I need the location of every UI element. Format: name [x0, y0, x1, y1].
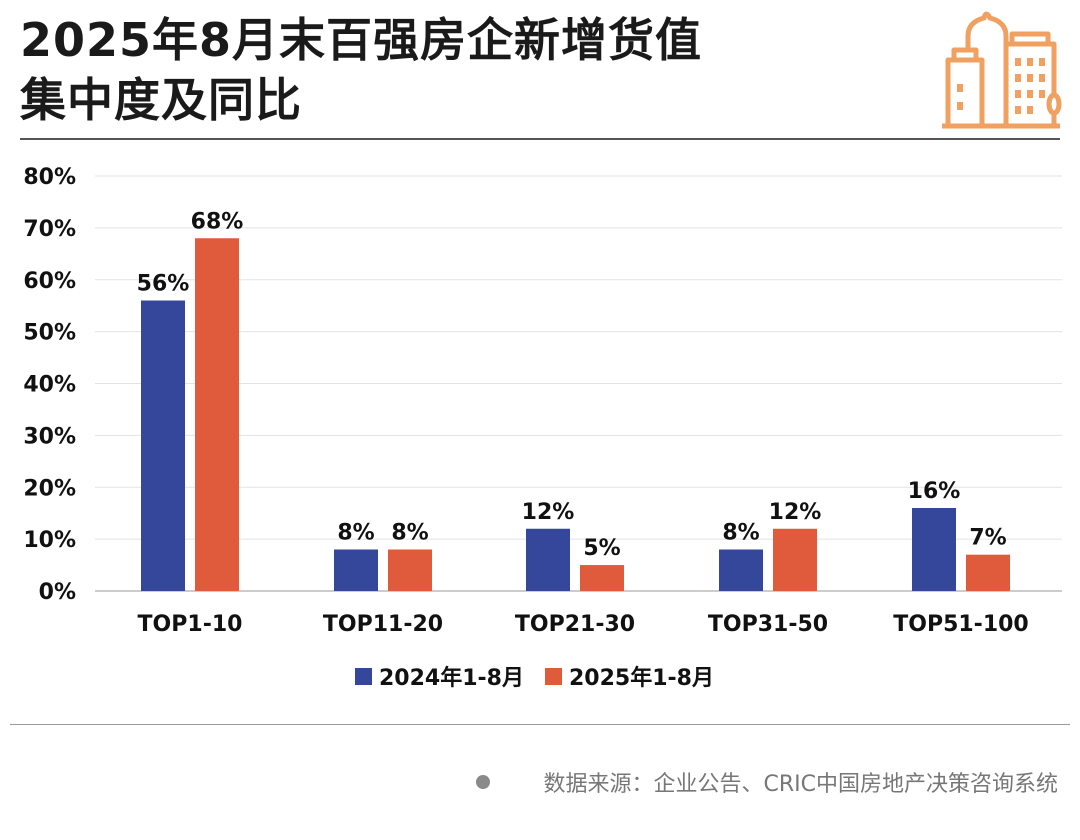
x-tick-label: TOP11-20: [323, 612, 443, 637]
title-line-2: 集中度及同比: [20, 73, 302, 127]
legend-swatch: [545, 668, 562, 685]
data-label: 68%: [191, 209, 244, 234]
bar-2025: [580, 565, 624, 591]
bar-2024: [334, 549, 378, 591]
y-tick-label: 50%: [23, 321, 76, 346]
data-label: 7%: [969, 526, 1006, 551]
legend-label: 2024年1-8月: [379, 665, 524, 691]
bar-2024: [141, 300, 185, 591]
title-divider: [20, 138, 1060, 140]
bar-2025: [388, 549, 432, 591]
bar-2025: [966, 554, 1010, 591]
data-label: 8%: [722, 521, 759, 546]
x-tick-label: TOP51-100: [893, 612, 1029, 637]
data-label: 16%: [908, 479, 961, 504]
y-tick-label: 60%: [23, 269, 76, 294]
y-tick-label: 40%: [23, 373, 76, 398]
bar-2025: [195, 238, 239, 591]
y-tick-label: 70%: [23, 217, 76, 242]
data-label: 56%: [137, 272, 190, 297]
bar-2025: [773, 528, 817, 591]
x-tick-label: TOP1-10: [138, 612, 243, 637]
data-label: 12%: [769, 500, 822, 525]
legend-swatch: [355, 668, 372, 685]
chart-title: 2025年8月末百强房企新增货值 集中度及同比: [20, 10, 702, 130]
bar-2024: [719, 549, 763, 591]
footer-divider: [10, 724, 1070, 725]
source-text: 数据来源：企业公告、CRIC中国房地产决策咨询系统: [543, 772, 1059, 797]
y-tick-label: 10%: [23, 528, 76, 553]
source-note: 数据来源：企业公告、CRIC中国房地产决策咨询系统: [475, 766, 1059, 798]
y-tick-label: 30%: [23, 424, 76, 449]
data-label: 8%: [337, 521, 374, 546]
x-tick-label: TOP31-50: [708, 612, 828, 637]
data-label: 5%: [583, 536, 620, 561]
bar-chart: 0% 10% 20% 30% 40% 50% 60% 70% 80% 56% 68% TOP1-10 8…: [23, 165, 1062, 691]
legend-label: 2025年1-8月: [569, 665, 714, 691]
y-tick-label: 20%: [23, 476, 76, 501]
y-tick-label: 0%: [39, 580, 76, 605]
y-tick-label: 80%: [23, 165, 76, 190]
x-tick-label: TOP21-30: [515, 612, 635, 637]
data-label: 8%: [391, 521, 428, 546]
city-buildings-icon: [942, 11, 1062, 129]
bullet-dot-icon: [475, 775, 490, 789]
title-line-1: 2025年8月末百强房企新增货值: [20, 13, 703, 67]
bar-2024: [912, 508, 956, 591]
bar-2024: [526, 528, 570, 591]
data-label: 12%: [522, 500, 575, 525]
